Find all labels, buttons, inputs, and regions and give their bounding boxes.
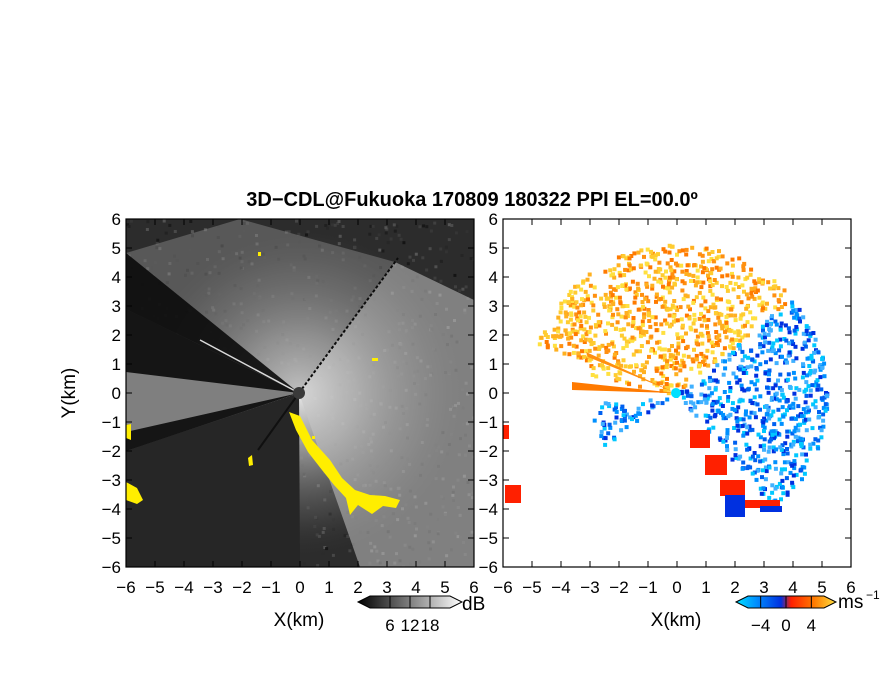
reflectivity-xtick-label: −6 — [116, 578, 135, 597]
velocity-ticks: −6−6 −5 −5 −4 −4 −3 −3 −2 −2 −1 −1 0 0 1 1 2 2 3 3 4 4 5 5 6 6 — [479, 210, 856, 597]
velocity-ytick-label: −1 — [479, 413, 498, 432]
reflectivity-xtick-label: −3 — [203, 578, 222, 597]
reflectivity-ytick-label: 2 — [112, 326, 121, 345]
reflectivity-ytick-label: −3 — [102, 471, 121, 490]
reflectivity-xtick-label: −5 — [145, 578, 164, 597]
velocity-ytick-label: 2 — [489, 326, 498, 345]
velocity-colorbar-tick-label: −4 — [751, 616, 770, 635]
velocity-ytick-label: 5 — [489, 239, 498, 258]
velocity-xtick-label: −2 — [609, 578, 628, 597]
reflectivity-ytick-label: 3 — [112, 297, 121, 316]
velocity-colorbar-unit-exponent: −1 — [866, 588, 880, 602]
reflectivity-image — [126, 219, 474, 567]
velocity-colorbar: −4 0 4 ms −1 — [734, 588, 880, 635]
velocity-xtick-label: 1 — [701, 578, 710, 597]
reflectivity-colorbar-tick-label: 6 — [385, 616, 394, 635]
velocity-xtick-label: 5 — [817, 578, 826, 597]
velocity-ytick-label: −6 — [479, 558, 498, 577]
reflectivity-ytick-label: −4 — [102, 500, 121, 519]
figure-title: 3D−CDL@Fukuoka 170809 180322 PPI EL=00.0… — [246, 189, 698, 211]
velocity-xlabel: X(km) — [651, 610, 702, 631]
reflectivity-xtick-label: 2 — [353, 578, 362, 597]
velocity-xtick-label: 4 — [788, 578, 797, 597]
velocity-ytick-label: −2 — [479, 442, 498, 461]
velocity-ytick-label: 1 — [489, 355, 498, 374]
reflectivity-xtick-label: 6 — [469, 578, 478, 597]
reflectivity-xlabel: X(km) — [274, 610, 325, 631]
velocity-xtick-label: 2 — [730, 578, 739, 597]
reflectivity-xtick-label: 5 — [440, 578, 449, 597]
velocity-xtick-label: −4 — [551, 578, 570, 597]
reflectivity-ytick-label: −1 — [102, 413, 121, 432]
reflectivity-xtick-label: −1 — [261, 578, 280, 597]
reflectivity-ytick-label: −5 — [102, 529, 121, 548]
velocity-xtick-label: −1 — [638, 578, 657, 597]
velocity-image — [503, 219, 851, 567]
reflectivity-xtick-label: −2 — [232, 578, 251, 597]
reflectivity-xtick-label: 3 — [382, 578, 391, 597]
reflectivity-xtick-label: 1 — [324, 578, 333, 597]
velocity-colorbar-tick-label: 0 — [781, 616, 790, 635]
velocity-xtick-label: 0 — [672, 578, 681, 597]
velocity-ytick-label: −5 — [479, 529, 498, 548]
reflectivity-ytick-label: 1 — [112, 355, 121, 374]
reflectivity-ytick-label: 5 — [112, 239, 121, 258]
reflectivity-ytick-label: 0 — [112, 384, 121, 403]
reflectivity-xtick-label: 4 — [411, 578, 420, 597]
reflectivity-ytick-label: 4 — [112, 268, 121, 287]
reflectivity-colorbar-tick-label: 18 — [421, 616, 440, 635]
velocity-xtick-label: 3 — [759, 578, 768, 597]
reflectivity-xtick-label: 0 — [295, 578, 304, 597]
velocity-ytick-label: −3 — [479, 471, 498, 490]
reflectivity-colorbar-tick-label: 12 — [401, 616, 420, 635]
velocity-xtick-label: −5 — [522, 578, 541, 597]
velocity-xtick-label: −6 — [493, 578, 512, 597]
reflectivity-ytick-label: −6 — [102, 558, 121, 577]
velocity-colorbar-tick-label: 4 — [807, 616, 816, 635]
reflectivity-ytick-label: −2 — [102, 442, 121, 461]
velocity-xtick-label: 6 — [846, 578, 855, 597]
reflectivity-xtick-label: −4 — [174, 578, 193, 597]
reflectivity-ytick-label: 6 — [112, 210, 121, 229]
reflectivity-colorbar: 6 12 18 dB — [356, 594, 485, 635]
velocity-ytick-label: 3 — [489, 297, 498, 316]
velocity-ytick-label: 0 — [489, 384, 498, 403]
velocity-xtick-label: −3 — [580, 578, 599, 597]
reflectivity-ylabel: Y(km) — [59, 368, 80, 419]
reflectivity-colorbar-unit: dB — [462, 594, 485, 615]
velocity-colorbar-unit: ms — [838, 592, 863, 613]
velocity-ytick-label: −4 — [479, 500, 498, 519]
velocity-ytick-label: 4 — [489, 268, 498, 287]
reflectivity-ticks: −6−6 −5 −5 −4 −4 −3 −3 −2 −2 −1 −1 0 0 1 1 2 2 3 3 4 4 5 5 6 6 — [102, 210, 479, 597]
velocity-ytick-label: 6 — [489, 210, 498, 229]
